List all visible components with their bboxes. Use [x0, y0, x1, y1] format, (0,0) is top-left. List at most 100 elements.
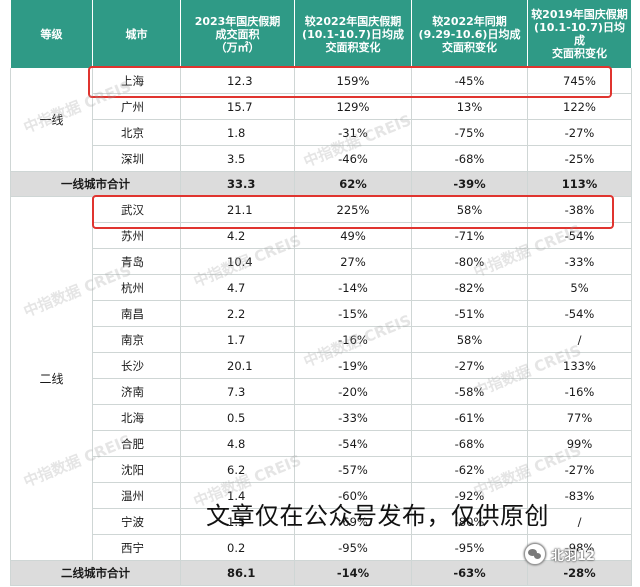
account-badge: 北羽12 [524, 543, 595, 565]
area-cell: 6.2 [180, 456, 295, 483]
vs2019-holiday-cell: / [527, 326, 632, 353]
city-cell: 济南 [92, 378, 181, 405]
table-row: 温州 1.4 -60% -92% -83% [11, 482, 632, 509]
vs2022-holiday-cell: 129% [294, 93, 412, 120]
vs2022-period-cell: -80% [411, 508, 528, 535]
area-cell: 3.5 [180, 145, 295, 172]
table-row: 青岛 10.4 27% -80% -33% [11, 248, 632, 275]
city-cell: 广州 [92, 93, 181, 120]
header-vs2022-period: 较2022年同期 (9.29-10.6)日均成 交面积变化 [411, 0, 528, 68]
table-row: 南京 1.7 -16% 58% / [11, 326, 632, 353]
city-cell: 深圳 [92, 145, 181, 172]
vs2019-holiday-cell: 77% [527, 404, 632, 431]
total-area: 33.3 [180, 171, 295, 197]
total-area: 86.1 [180, 560, 295, 586]
vs2022-period-cell: -27% [411, 352, 528, 379]
area-cell: 7.3 [180, 378, 295, 405]
wechat-icon [524, 543, 546, 565]
tier-label: 一线 [10, 68, 93, 172]
vs2022-holiday-cell: -54% [294, 430, 412, 457]
table-row: 南昌 2.2 -15% -51% -54% [11, 300, 632, 327]
vs2022-period-cell: -51% [411, 300, 528, 327]
header-row: 等级 城市 2023年国庆假期 成交面积 （万㎡） 较2022年国庆假期 (10… [10, 0, 632, 68]
table-row: 北京 1.8 -31% -75% -27% [11, 119, 632, 146]
city-cell: 北海 [92, 404, 181, 431]
vs2022-period-cell: 13% [411, 93, 528, 120]
area-cell: 10.4 [180, 248, 295, 275]
vs2022-holiday-cell: -60% [294, 482, 412, 509]
vs2022-holiday-cell: -20% [294, 378, 412, 405]
table-row: 西宁 0.2 -95% -95% -98% [11, 534, 632, 561]
area-cell: 1.8 [180, 119, 295, 146]
area-cell: 4.8 [180, 430, 295, 457]
city-cell: 武汉 [92, 196, 181, 223]
vs2019-holiday-cell: 99% [527, 430, 632, 457]
vs2019-holiday-cell: -83% [527, 482, 632, 509]
vs2022-holiday-cell: -16% [294, 326, 412, 353]
vs2019-holiday-cell: 133% [527, 352, 632, 379]
area-cell: 1.4 [180, 482, 295, 509]
vs2019-holiday-cell: -98% [527, 534, 632, 561]
vs2022-period-cell: -68% [411, 145, 528, 172]
vs2022-holiday-cell: 159% [294, 68, 412, 94]
vs2019-holiday-cell: -54% [527, 222, 632, 249]
area-cell: 1.5 [180, 508, 295, 535]
vs2022-period-cell: -61% [411, 404, 528, 431]
vs2022-period-cell: -92% [411, 482, 528, 509]
vs2022-period-cell: 58% [411, 326, 528, 353]
overlay-caption: 文章仅在公众号发布，仅供原创 [206, 502, 549, 530]
total-label: 二线城市合计 [10, 560, 181, 586]
total-vs2019-holiday: -28% [527, 560, 632, 586]
city-cell: 西宁 [92, 534, 181, 561]
total-row: 一线城市合计 33.3 62% -39% 113% [10, 171, 632, 197]
city-cell: 长沙 [92, 352, 181, 379]
area-cell: 20.1 [180, 352, 295, 379]
vs2019-holiday-cell: -38% [527, 196, 632, 223]
total-label: 一线城市合计 [10, 171, 181, 197]
vs2022-period-cell: -45% [411, 68, 528, 94]
area-cell: 4.7 [180, 274, 295, 301]
account-name: 北羽12 [551, 548, 596, 564]
table-row: 广州 15.7 129% 13% 122% [11, 93, 632, 120]
vs2019-holiday-cell: 5% [527, 274, 632, 301]
vs2022-holiday-cell: -14% [294, 274, 412, 301]
city-cell: 宁波 [92, 508, 181, 535]
vs2022-holiday-cell: -46% [294, 145, 412, 172]
city-cell: 杭州 [92, 274, 181, 301]
city-cell: 南京 [92, 326, 181, 353]
area-cell: 21.1 [180, 196, 295, 223]
vs2022-holiday-cell: 49% [294, 222, 412, 249]
vs2022-holiday-cell: 27% [294, 248, 412, 275]
table-row: 宁波 1.5 -69% -80% / [11, 508, 632, 535]
total-row: 二线城市合计 86.1 -14% -63% -28% [10, 560, 632, 586]
total-vs2022-period: -39% [411, 171, 528, 197]
vs2022-holiday-cell: -69% [294, 508, 412, 535]
table-row: 一线 上海 12.3 159% -45% 745% [10, 68, 632, 172]
area-cell: 2.2 [180, 300, 295, 327]
vs2022-holiday-cell: -31% [294, 119, 412, 146]
total-vs2022-holiday: -14% [294, 560, 412, 586]
header-tier: 等级 [10, 0, 93, 68]
city-cell: 温州 [92, 482, 181, 509]
table-row: 长沙 20.1 -19% -27% 133% [11, 352, 632, 379]
vs2022-period-cell: -68% [411, 430, 528, 457]
vs2022-holiday-cell: 225% [294, 196, 412, 223]
header-vs2019-holiday: 较2019年国庆假期 (10.1-10.7)日均成 交面积变化 [527, 0, 632, 68]
vs2022-holiday-cell: -19% [294, 352, 412, 379]
area-cell: 0.2 [180, 534, 295, 561]
vs2022-period-cell: -82% [411, 274, 528, 301]
vs2019-holiday-cell: -27% [527, 456, 632, 483]
city-cell: 北京 [92, 119, 181, 146]
table-row: 苏州 4.2 49% -71% -54% [11, 222, 632, 249]
total-vs2019-holiday: 113% [527, 171, 632, 197]
city-cell: 上海 [92, 68, 181, 94]
table-row: 合肥 4.8 -54% -68% 99% [11, 430, 632, 457]
vs2019-holiday-cell: -54% [527, 300, 632, 327]
table-row: 二线 武汉 21.1 225% 58% -38% [10, 196, 632, 561]
area-cell: 15.7 [180, 93, 295, 120]
table-row: 深圳 3.5 -46% -68% -25% [11, 145, 632, 172]
vs2022-period-cell: 58% [411, 196, 528, 223]
vs2019-holiday-cell: / [527, 508, 632, 535]
tier-label: 二线 [10, 196, 93, 561]
vs2019-holiday-cell: 122% [527, 93, 632, 120]
